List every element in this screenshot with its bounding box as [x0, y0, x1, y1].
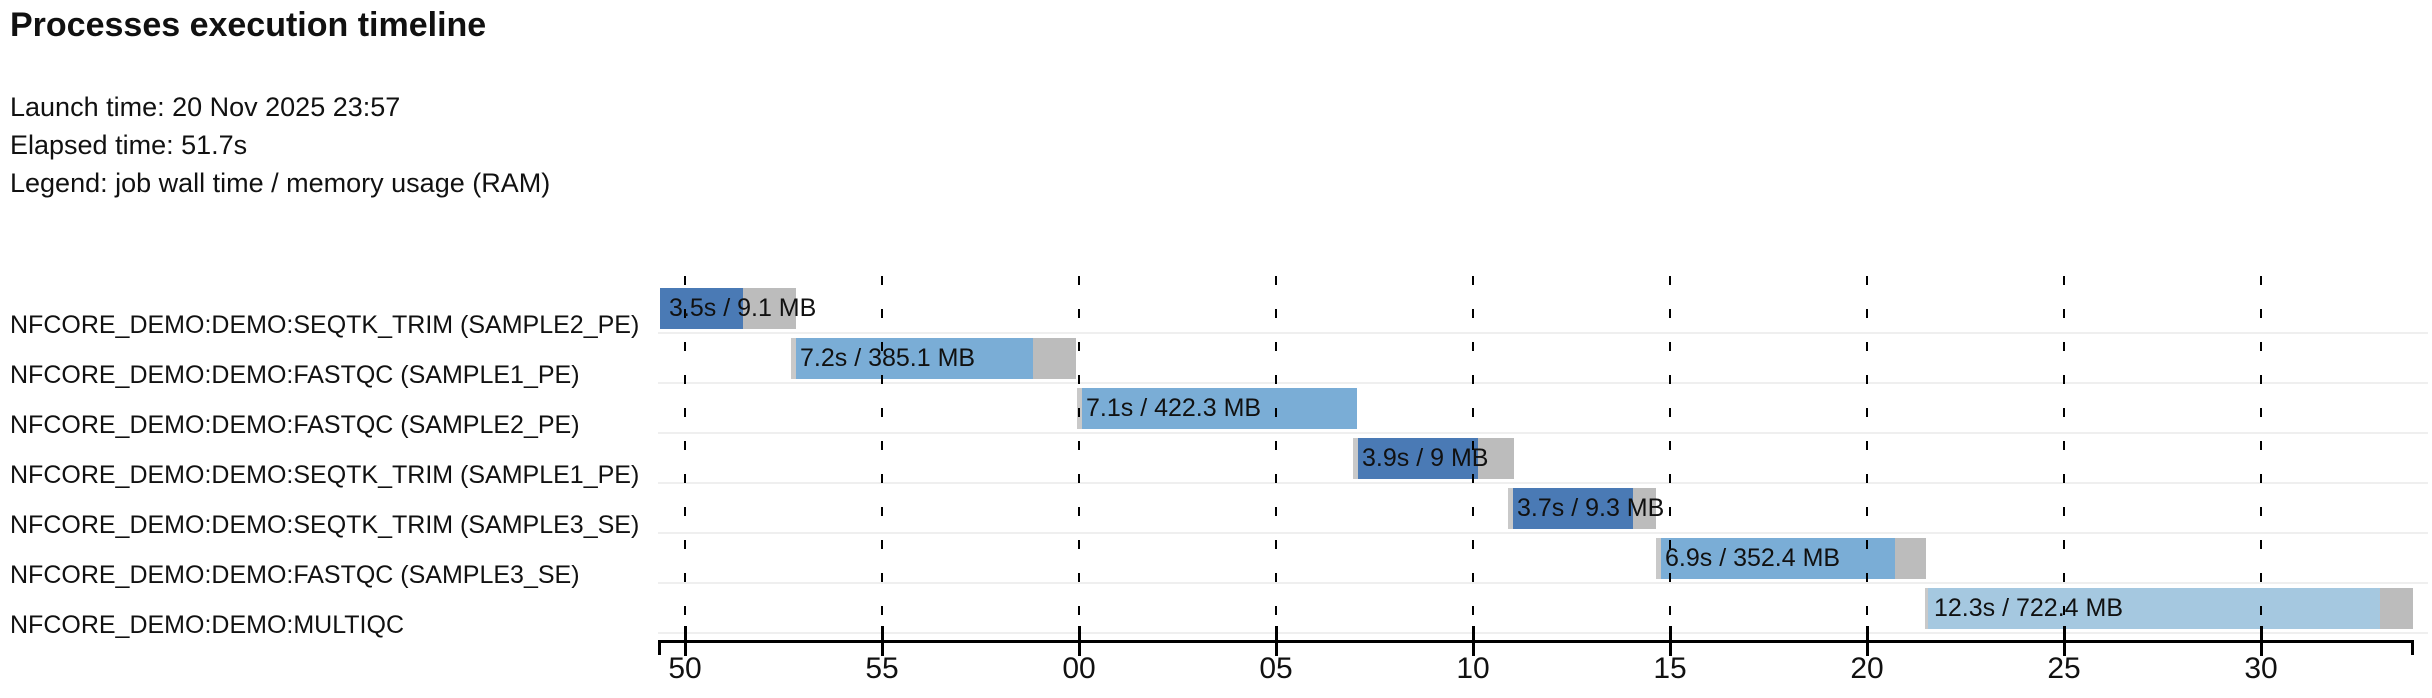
row-separator [658, 332, 2428, 334]
task-bar: 12.3s / 722.4 MB [1925, 588, 2413, 629]
gridline [881, 276, 883, 626]
process-label: NFCORE_DEMO:DEMO:SEQTK_TRIM (SAMPLE2_PE) [10, 311, 640, 339]
axis-tick-label: 25 [2047, 652, 2081, 685]
wall-time-segment [1928, 588, 2380, 629]
overhead-segment [1508, 488, 1513, 529]
process-label: NFCORE_DEMO:DEMO:FASTQC (SAMPLE2_PE) [10, 411, 580, 439]
axis-tick-label: 05 [1259, 652, 1293, 685]
overhead-segment [1895, 538, 1926, 579]
axis-tick-label: 30 [2244, 652, 2278, 685]
row-separator [658, 482, 2428, 484]
overhead-segment [1656, 538, 1661, 579]
report-meta: Launch time: 20 Nov 2025 23:57 Elapsed t… [10, 88, 550, 202]
task-bar: 7.1s / 422.3 MB [1077, 388, 1357, 429]
task-bar: 3.7s / 9.3 MB [1508, 488, 1664, 529]
row-separator [658, 582, 2428, 584]
task-bar-label: 12.3s / 722.4 MB [1934, 594, 2124, 622]
overhead-segment [1925, 588, 1928, 629]
x-axis-line [658, 640, 2414, 643]
overhead-segment [1478, 438, 1514, 479]
legend-line: Legend: job wall time / memory usage (RA… [10, 168, 551, 198]
task-bar-label: 3.9s / 9 MB [1362, 444, 1489, 472]
task-bar-label: 7.1s / 422.3 MB [1086, 394, 1262, 422]
wall-time-segment [796, 338, 1033, 379]
task-bar-label: 7.2s / 385.1 MB [800, 344, 976, 372]
overhead-segment [2380, 588, 2413, 629]
overhead-segment [743, 288, 796, 329]
wall-time-segment [1358, 438, 1478, 479]
task-bar: 7.2s / 385.1 MB [791, 338, 1076, 379]
overhead-segment [1633, 488, 1656, 529]
gridline [1472, 276, 1474, 626]
gridline [2063, 276, 2065, 626]
axis-tick-label: 50 [668, 652, 702, 685]
process-label: NFCORE_DEMO:DEMO:MULTIQC [10, 611, 404, 639]
axis-end-bracket [2411, 640, 2414, 655]
wall-time-segment [660, 288, 743, 329]
wall-time-segment [1082, 388, 1357, 429]
gridline [1275, 276, 1277, 626]
task-bar-label: 3.7s / 9.3 MB [1517, 494, 1665, 522]
overhead-segment [1033, 338, 1076, 379]
task-bar-label: 3.5s / 9.1 MB [669, 294, 817, 322]
axis-tick-label: 15 [1653, 652, 1687, 685]
task-bar-label: 6.9s / 352.4 MB [1665, 544, 1841, 572]
gridline [684, 276, 686, 626]
gridline [1078, 276, 1080, 626]
gridline [1866, 276, 1868, 626]
wall-time-segment [1513, 488, 1633, 529]
gridline [1669, 276, 1671, 626]
row-separator [658, 632, 2428, 634]
task-bar: 3.5s / 9.1 MB [660, 288, 816, 329]
task-bar: 3.9s / 9 MB [1353, 438, 1514, 479]
page-title: Processes execution timeline [10, 6, 487, 44]
axis-end-bracket [658, 640, 661, 655]
process-label: NFCORE_DEMO:DEMO:SEQTK_TRIM (SAMPLE3_SE) [10, 511, 640, 539]
row-separator [658, 532, 2428, 534]
overhead-segment [791, 338, 796, 379]
task-bar: 6.9s / 352.4 MB [1656, 538, 1926, 579]
elapsed-time-line: Elapsed time: 51.7s [10, 130, 248, 160]
process-label: NFCORE_DEMO:DEMO:FASTQC (SAMPLE1_PE) [10, 361, 580, 389]
wall-time-segment [1661, 538, 1895, 579]
process-label: NFCORE_DEMO:DEMO:FASTQC (SAMPLE3_SE) [10, 561, 580, 589]
axis-tick-label: 55 [865, 652, 899, 685]
axis-tick-label: 10 [1456, 652, 1490, 685]
launch-time-line: Launch time: 20 Nov 2025 23:57 [10, 92, 401, 122]
axis-tick-label: 00 [1062, 652, 1096, 685]
axis-tick-label: 20 [1850, 652, 1884, 685]
process-label: NFCORE_DEMO:DEMO:SEQTK_TRIM (SAMPLE1_PE) [10, 461, 640, 489]
overhead-segment [1353, 438, 1358, 479]
gridline [2260, 276, 2262, 626]
row-separator [658, 382, 2428, 384]
row-separator [658, 432, 2428, 434]
